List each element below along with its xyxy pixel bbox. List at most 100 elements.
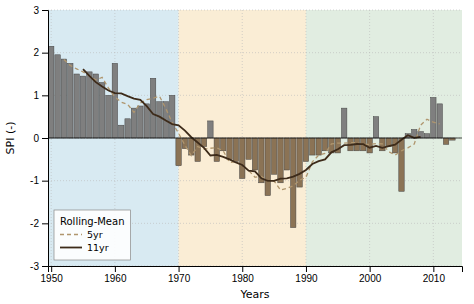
bar: [68, 63, 73, 138]
bar: [240, 138, 245, 179]
grid: [48, 10, 462, 266]
bar: [252, 138, 257, 170]
bar: [265, 138, 270, 196]
bar: [310, 138, 315, 155]
bar: [424, 134, 429, 138]
bar: [106, 95, 111, 138]
bar: [431, 97, 436, 138]
bar: [291, 138, 296, 228]
axis-line: [42, 11, 49, 267]
bar: [316, 138, 321, 155]
tick-label: 2010: [423, 273, 446, 284]
tick-mark: [51, 266, 52, 272]
tick-mark: [42, 181, 48, 182]
bar: [214, 138, 219, 161]
bar: [373, 117, 378, 138]
rolling-mean-line: [64, 59, 440, 190]
bar: [208, 121, 213, 138]
bar: [157, 102, 162, 138]
rolling-mean-line: [83, 69, 421, 181]
bar: [182, 138, 187, 149]
tick-label: 2000: [359, 273, 382, 284]
bars: [48, 46, 455, 227]
zero-line: [48, 138, 462, 139]
legend: Rolling-Mean 5yr 11yr: [54, 210, 131, 260]
bar: [61, 59, 66, 138]
tick: 1: [33, 90, 48, 101]
bar: [74, 74, 79, 138]
bar: [55, 55, 60, 138]
bar: [399, 138, 404, 191]
bar: [150, 78, 155, 138]
tick-mark: [42, 138, 48, 139]
y-axis: -3 -2 -1 0 1 2 3: [30, 5, 48, 272]
tick-label: 1960: [104, 273, 127, 284]
tick-mark: [42, 53, 48, 54]
bar: [322, 138, 327, 151]
tick-mark: [115, 266, 116, 272]
bar: [443, 138, 448, 144]
tick: 0: [33, 133, 48, 144]
grid-line-y: [48, 10, 462, 11]
x-axis-title: Years: [239, 288, 269, 301]
tick: 1960: [104, 266, 127, 284]
bar: [169, 95, 174, 138]
bar: [271, 138, 276, 174]
tick-mark: [42, 95, 48, 96]
tick: -2: [30, 218, 48, 229]
chart: 1950 1960 1970 1980 1990 2000 2010 -3 -2 -1 0 1 2 3 Ye…: [0, 0, 474, 304]
tick: 1950: [41, 266, 64, 284]
tick: 2000: [359, 266, 382, 284]
bar: [48, 46, 53, 138]
bar: [303, 138, 308, 161]
tick-mark: [433, 266, 434, 272]
bar: [176, 138, 181, 166]
bar: [437, 104, 442, 138]
tick-label: 1: [33, 90, 39, 101]
bar: [233, 138, 238, 161]
regions: [48, 10, 462, 266]
tick-label: 1970: [168, 273, 191, 284]
y-axis-title: SPI (-): [4, 122, 17, 155]
marks: [48, 46, 455, 227]
tick-mark: [42, 223, 48, 224]
legend-box: [54, 210, 131, 260]
tick-mark: [370, 266, 371, 272]
bar: [284, 138, 289, 170]
tick-label: 1990: [295, 273, 318, 284]
tick-label: 1980: [232, 273, 255, 284]
tick-label: 0: [33, 133, 39, 144]
tick: -3: [30, 261, 48, 272]
grid-line-y: [48, 52, 462, 53]
bar: [119, 125, 124, 138]
tick-label: 3: [33, 5, 39, 16]
tick-label: -3: [30, 261, 39, 272]
tick-mark: [42, 10, 48, 11]
legend-title: Rolling-Mean: [60, 216, 125, 227]
bar: [246, 138, 251, 159]
tick-label: 1950: [41, 273, 64, 284]
tick-label: 2: [33, 47, 39, 58]
tick-mark: [42, 266, 48, 267]
tick: -1: [30, 175, 48, 186]
bar: [367, 138, 372, 153]
tick: 2010: [423, 266, 446, 284]
tick: 2: [33, 47, 48, 58]
bar: [87, 72, 92, 138]
bar: [341, 108, 346, 138]
bar: [220, 138, 225, 151]
legend-swatch: [60, 234, 82, 235]
bar: [138, 106, 143, 138]
tick: 1970: [168, 266, 191, 284]
bar: [125, 119, 130, 138]
axis-line: [49, 267, 463, 273]
bar: [112, 63, 117, 138]
tick-mark: [179, 266, 180, 272]
tick-label: -1: [30, 175, 39, 186]
bar: [80, 76, 85, 138]
legend-label: 11yr: [87, 242, 109, 253]
legend-label: 5yr: [87, 229, 103, 240]
legend-swatch: [60, 247, 82, 249]
tick-mark: [306, 266, 307, 272]
tick-mark: [242, 266, 243, 272]
